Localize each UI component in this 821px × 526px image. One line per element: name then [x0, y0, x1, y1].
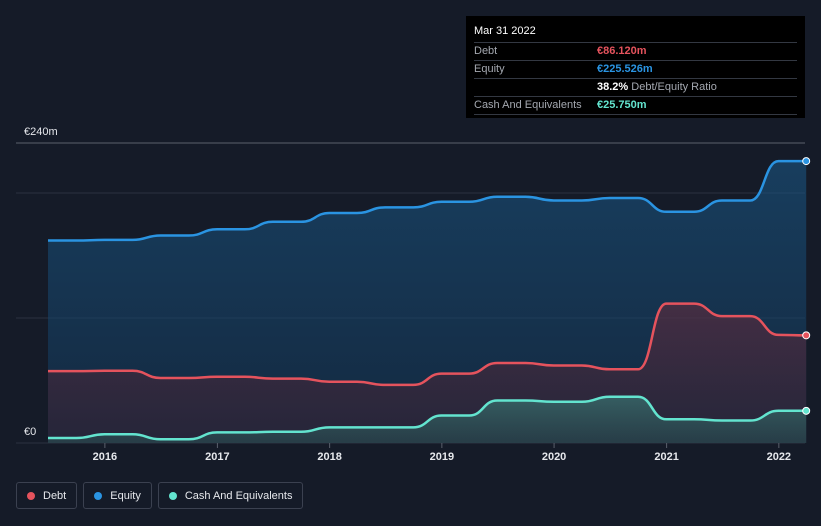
end-markers: [802, 157, 811, 415]
legend-label-debt: Debt: [43, 489, 67, 502]
tooltip-value-debt: €86.120m: [597, 45, 647, 57]
tooltip-row-equity: Equity €225.526m: [474, 61, 797, 79]
cash-and-equivalents-end-marker: [802, 406, 811, 415]
series-lines: [47, 159, 807, 441]
tooltip-date: Mar 31 2022: [474, 22, 797, 43]
tooltip-key-equity: Equity: [474, 63, 505, 75]
x-tick-label-2018: 2018: [317, 451, 341, 463]
tooltip-value-equity: €225.526m: [597, 63, 653, 75]
ratio-label: Debt/Equity Ratio: [631, 81, 717, 93]
data-tooltip: Mar 31 2022 Debt €86.120m Equity €225.52…: [466, 16, 805, 118]
tooltip-value-cash: €25.750m: [597, 99, 647, 111]
legend-item-debt[interactable]: Debt: [16, 482, 78, 509]
tooltip-value-ratio: 38.2% Debt/Equity Ratio: [597, 79, 717, 96]
ratio-value: 38.2%: [597, 81, 629, 93]
legend-dot-debt-icon: [27, 491, 35, 500]
x-tick-label-2020: 2020: [542, 451, 566, 463]
x-tick-label-2016: 2016: [93, 451, 117, 463]
cash-and-equivalents-area: [48, 396, 807, 443]
debt-end-marker: [802, 331, 811, 340]
x-tick-label-2019: 2019: [430, 451, 454, 463]
tooltip-row-debt: Debt €86.120m: [474, 43, 797, 61]
x-tick-label-2017: 2017: [205, 451, 229, 463]
legend-dot-equity-icon: [94, 491, 103, 500]
tooltip-key-ratio: [474, 79, 597, 96]
debt-line: [47, 302, 807, 387]
chart-legend: Debt Equity Cash And Equivalents: [16, 482, 304, 509]
series-areas: [48, 161, 807, 443]
tooltip-row-cash: Cash And Equivalents €25.750m: [474, 97, 797, 115]
legend-item-equity[interactable]: Equity: [83, 482, 152, 509]
y-tick-label-top: €240m: [24, 126, 58, 138]
legend-label-equity: Equity: [110, 489, 141, 502]
x-tick-label-2022: 2022: [767, 451, 791, 463]
equity-line: [48, 159, 807, 242]
tooltip-row-ratio: 38.2% Debt/Equity Ratio: [474, 79, 797, 97]
y-tick-label-bottom: €0: [24, 426, 36, 438]
equity-end-marker: [802, 157, 811, 166]
legend-dot-cash-icon: [168, 491, 177, 500]
axis-labels: €240m €0 2016 2017 2018 2019 2020 2021 2022: [24, 126, 791, 463]
legend-label-cash: Cash And Equivalents: [184, 489, 293, 502]
tooltip-key-debt: Debt: [474, 45, 498, 57]
legend-item-cash[interactable]: Cash And Equivalents: [157, 482, 304, 509]
cash-and-equivalents-line: [47, 395, 807, 441]
x-tick-label-2021: 2021: [654, 451, 678, 463]
tooltip-key-cash: Cash And Equivalents: [474, 99, 582, 111]
